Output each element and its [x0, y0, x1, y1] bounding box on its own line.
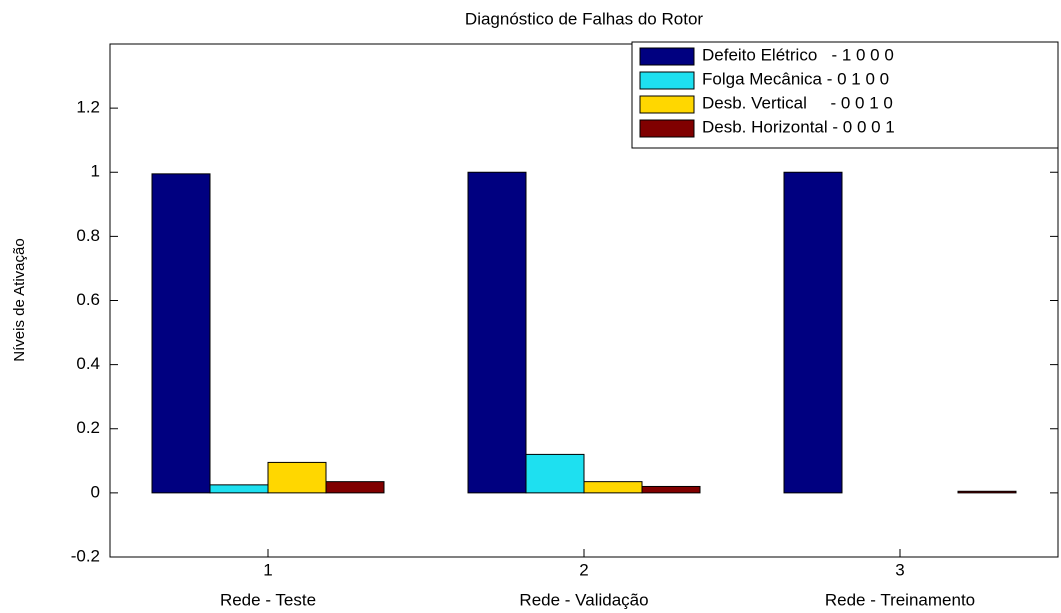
x-tick-label: 3 — [895, 560, 904, 579]
y-tick-label: 1 — [91, 162, 100, 181]
y-axis-label: Níveis de Ativação — [11, 238, 28, 361]
legend-swatch — [639, 47, 695, 66]
y-tick-label: 1.2 — [76, 98, 100, 117]
x-category-label: Rede - Treinamento — [825, 590, 975, 609]
bar — [151, 173, 211, 494]
y-tick-label: 0.6 — [76, 290, 100, 309]
bar — [957, 490, 1017, 494]
bar — [467, 171, 527, 494]
bar — [641, 485, 701, 494]
legend-label: Defeito Elétrico - 1 0 0 0 — [702, 45, 894, 64]
bar — [209, 484, 269, 494]
y-tick-label: 0 — [91, 482, 100, 501]
legend-label: Folga Mecânica - 0 1 0 0 — [702, 69, 889, 88]
y-tick-label: 0.8 — [76, 226, 100, 245]
bar — [583, 481, 643, 494]
legend-swatch — [639, 119, 695, 138]
x-tick-label: 2 — [579, 560, 588, 579]
x-category-label: Rede - Teste — [220, 590, 316, 609]
x-tick-label: 1 — [263, 560, 272, 579]
y-tick-label: 0.4 — [76, 354, 100, 373]
legend-swatch — [639, 95, 695, 114]
bar — [325, 481, 385, 494]
legend-label: Desb. Horizontal - 0 0 0 1 — [702, 117, 895, 136]
y-tick-label: -0.2 — [71, 546, 100, 565]
legend-swatch — [639, 71, 695, 90]
bar — [267, 461, 327, 494]
legend-box — [631, 41, 1059, 149]
x-category-label: Rede - Validação — [519, 590, 648, 609]
legend-label: Desb. Vertical - 0 0 1 0 — [702, 93, 893, 112]
bar — [525, 453, 585, 494]
bar — [783, 171, 843, 494]
y-tick-label: 0.2 — [76, 418, 100, 437]
chart-title: Diagnóstico de Falhas do Rotor — [465, 9, 703, 28]
